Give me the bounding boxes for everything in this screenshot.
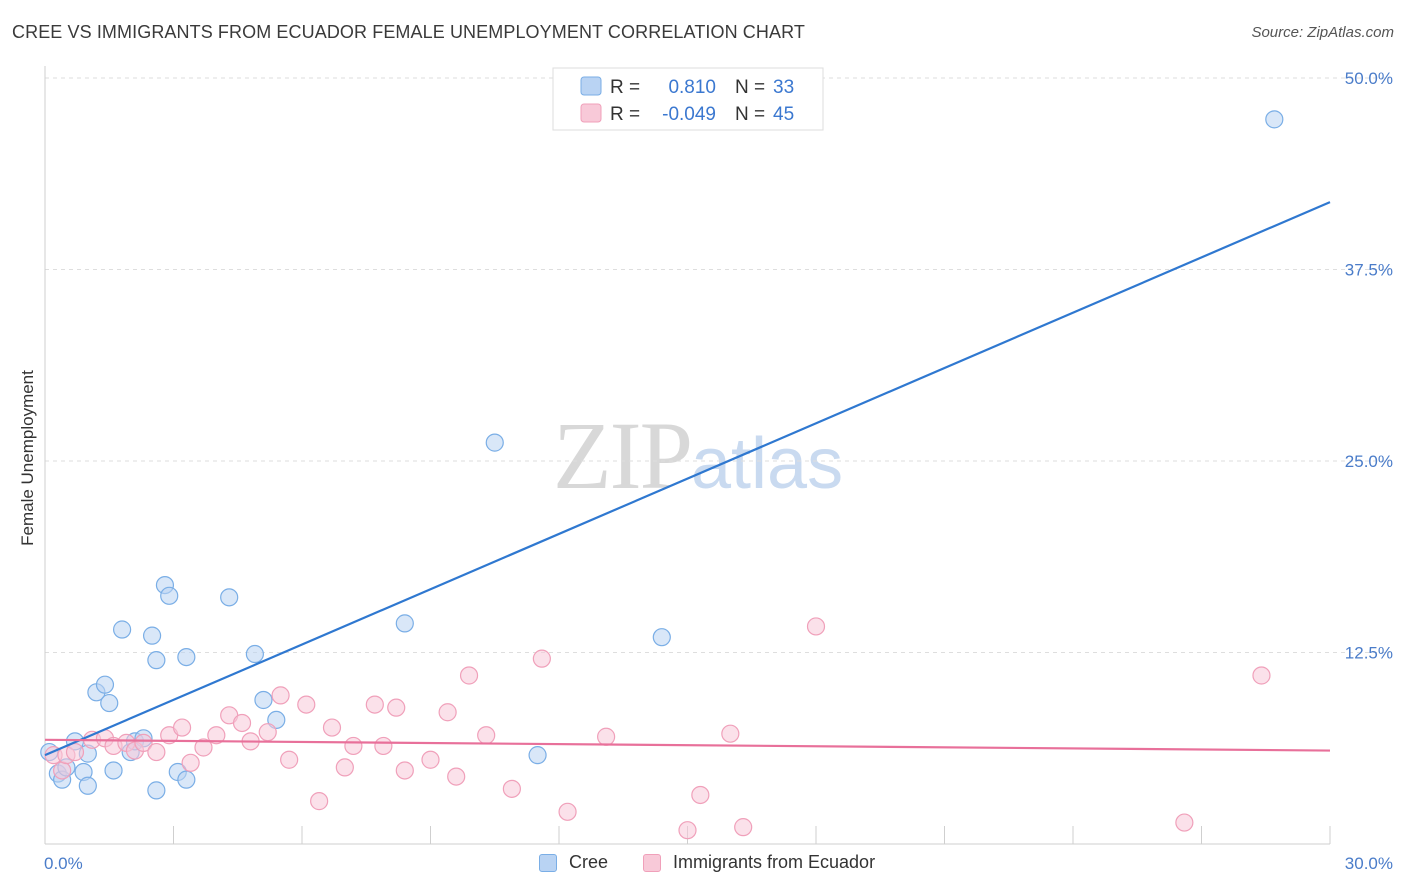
trend-lines xyxy=(44,201,1331,757)
point-cree-7 xyxy=(78,776,97,795)
zipatlas-watermark: ZIPatlas xyxy=(553,400,843,511)
point-cree-30 xyxy=(528,746,547,765)
point-ecuador-28 xyxy=(374,736,393,756)
point-ecuador-33 xyxy=(447,767,466,786)
point-cree-29 xyxy=(485,433,504,452)
point-ecuador-39 xyxy=(597,727,616,746)
legend-r-value-cree: 0.810 xyxy=(668,77,716,98)
y-tick-label-2: 37.5% xyxy=(1345,261,1393,280)
point-cree-31 xyxy=(652,628,671,647)
point-ecuador-1 xyxy=(53,761,72,780)
series-legend: Cree Immigrants from Ecuador xyxy=(0,852,1406,878)
trend-line-ecuador xyxy=(44,738,1331,752)
point-ecuador-9 xyxy=(134,733,153,752)
point-ecuador-27 xyxy=(365,695,384,714)
point-ecuador-32 xyxy=(438,703,457,722)
point-cree-18 xyxy=(147,781,166,800)
point-ecuador-14 xyxy=(194,738,213,757)
point-cree-26 xyxy=(254,690,273,710)
point-ecuador-43 xyxy=(734,818,753,837)
point-ecuador-10 xyxy=(147,742,166,762)
legend-r-label-cree: R = xyxy=(610,77,640,98)
legend-r-value-ecuador: -0.049 xyxy=(662,104,716,125)
y-tick-label-3: 50.0% xyxy=(1345,69,1393,88)
point-ecuador-13 xyxy=(181,753,200,772)
watermark-zip: ZIP xyxy=(553,402,693,509)
point-ecuador-34 xyxy=(459,666,479,685)
point-ecuador-21 xyxy=(280,750,299,769)
point-ecuador-37 xyxy=(532,649,551,668)
point-ecuador-19 xyxy=(258,723,277,742)
legend-item-ecuador: Immigrants from Ecuador xyxy=(643,852,875,873)
point-ecuador-45 xyxy=(1175,813,1194,832)
point-ecuador-25 xyxy=(335,758,354,777)
point-ecuador-23 xyxy=(310,792,329,811)
axes xyxy=(44,66,1331,845)
legend-swatch-cree xyxy=(580,76,602,96)
legend-label-ecuador: Immigrants from Ecuador xyxy=(673,852,876,872)
point-ecuador-15 xyxy=(207,726,226,745)
point-ecuador-22 xyxy=(297,695,316,714)
point-cree-20 xyxy=(160,586,179,605)
legend-swatch-ecuador-bottom xyxy=(643,853,661,872)
point-cree-12 xyxy=(112,620,132,639)
point-ecuador-31 xyxy=(421,750,440,769)
point-cree-16 xyxy=(142,626,162,645)
point-cree-22 xyxy=(177,770,196,789)
point-cree-11 xyxy=(104,761,123,780)
watermark-atlas: atlas xyxy=(691,424,844,504)
point-cree-23 xyxy=(177,647,196,667)
point-cree-10 xyxy=(100,693,119,713)
point-ecuador-36 xyxy=(502,779,521,798)
x-tick-label-min: 0.0% xyxy=(44,854,83,873)
y-tick-label-1: 25.0% xyxy=(1345,452,1393,471)
trend-line-cree xyxy=(44,201,1331,757)
point-ecuador-24 xyxy=(322,718,342,737)
y-tick-label-0: 12.5% xyxy=(1345,644,1393,663)
legend-label-cree: Cree xyxy=(569,852,609,872)
legend-swatch-cree-bottom xyxy=(539,853,557,872)
legend-n-value-cree: 33 xyxy=(773,77,794,98)
point-ecuador-29 xyxy=(387,698,406,717)
point-ecuador-38 xyxy=(558,802,577,821)
point-ecuador-42 xyxy=(721,724,740,743)
x-tick-label-max: 30.0% xyxy=(1345,854,1393,873)
legend-swatch-ecuador xyxy=(580,103,602,123)
point-ecuador-3 xyxy=(65,742,85,762)
point-ecuador-20 xyxy=(271,686,290,705)
point-cree-9 xyxy=(95,675,115,694)
legend-n-label-cree: N = xyxy=(735,77,765,98)
legend-r-label-ecuador: R = xyxy=(610,104,640,125)
point-ecuador-44 xyxy=(806,617,826,636)
stats-legend: R = 0.810 N = 33 R = -0.049 N = 45 xyxy=(552,67,824,131)
point-ecuador-12 xyxy=(172,718,192,737)
point-cree-32 xyxy=(1265,110,1284,129)
point-cree-25 xyxy=(245,644,264,664)
tick-labels: 12.5% 25.0% 37.5% 50.0% 0.0% 30.0% xyxy=(44,69,1393,873)
gridlines xyxy=(45,77,1390,653)
point-ecuador-17 xyxy=(232,713,252,733)
point-ecuador-40 xyxy=(678,821,697,840)
point-ecuador-35 xyxy=(477,726,496,745)
point-ecuador-30 xyxy=(395,761,414,780)
legend-n-label-ecuador: N = xyxy=(735,104,765,125)
data-points xyxy=(40,110,1284,840)
point-cree-24 xyxy=(220,588,239,607)
legend-n-value-ecuador: 45 xyxy=(773,104,794,125)
point-ecuador-46 xyxy=(1252,666,1271,685)
point-ecuador-41 xyxy=(691,785,710,805)
legend-item-cree: Cree xyxy=(539,852,608,873)
point-cree-17 xyxy=(147,651,166,670)
point-cree-28 xyxy=(395,614,414,633)
chart-title: CREE VS IMMIGRANTS FROM ECUADOR FEMALE U… xyxy=(12,22,805,42)
point-ecuador-26 xyxy=(344,736,363,756)
source-credit: Source: ZipAtlas.com xyxy=(1251,24,1394,41)
